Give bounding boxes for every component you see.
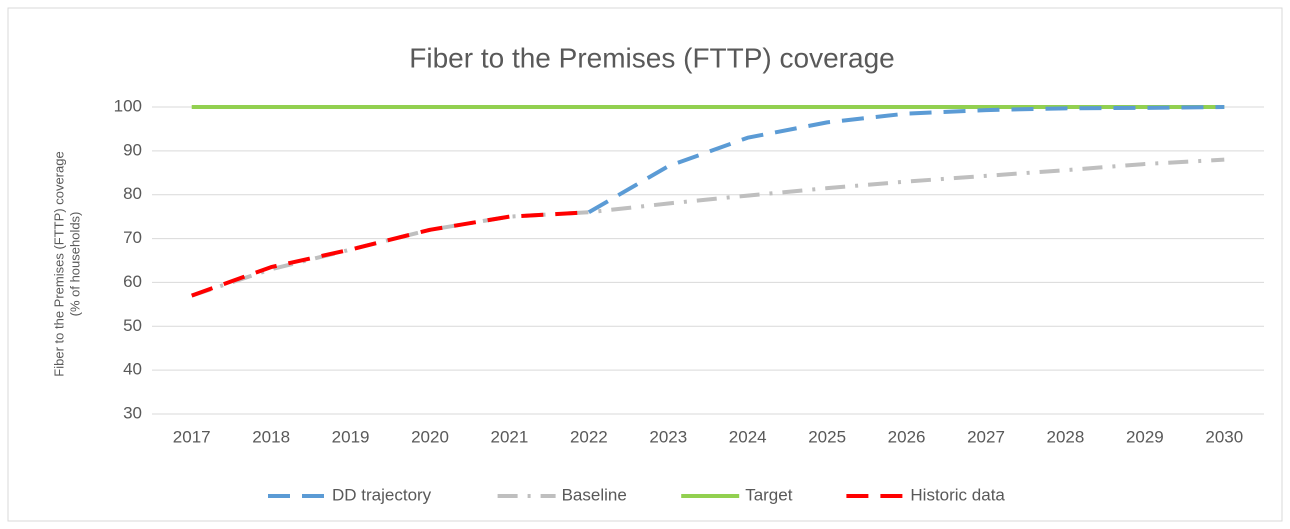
y-tick-label: 70 [123,228,142,247]
series-line [191,210,589,298]
x-tick-label: 2019 [332,427,370,446]
x-tick-label: 2027 [967,427,1005,446]
series-line [587,105,1225,214]
x-tick-label: 2030 [1205,427,1243,446]
y-axis-label: Fiber to the Premises (FTTP) coverage [51,151,66,376]
x-tick-label: 2028 [1047,427,1085,446]
x-tick-label: 2029 [1126,427,1164,446]
legend-label: Target [745,485,793,504]
x-tick-label: 2018 [252,427,290,446]
x-tick-label: 2025 [808,427,846,446]
y-tick-label: 90 [123,140,142,159]
x-tick-label: 2022 [570,427,608,446]
chart-border [7,7,1283,522]
y-tick-label: 50 [123,316,142,335]
x-tick-label: 2023 [649,427,687,446]
y-tick-label: 100 [114,96,142,115]
x-tick-label: 2024 [729,427,767,446]
x-tick-label: 2020 [411,427,449,446]
x-tick-label: 2026 [888,427,926,446]
x-tick-label: 2021 [491,427,529,446]
y-tick-label: 60 [123,272,142,291]
y-tick-label: 30 [123,403,142,422]
legend-label: Baseline [562,485,627,504]
y-tick-label: 80 [123,184,142,203]
y-tick-label: 40 [123,360,142,379]
legend-label: DD trajectory [332,485,432,504]
y-axis-label: (% of households) [67,212,82,317]
x-tick-label: 2017 [173,427,211,446]
chart-title: Fiber to the Premises (FTTP) coverage [409,42,894,73]
legend-label: Historic data [910,485,1005,504]
